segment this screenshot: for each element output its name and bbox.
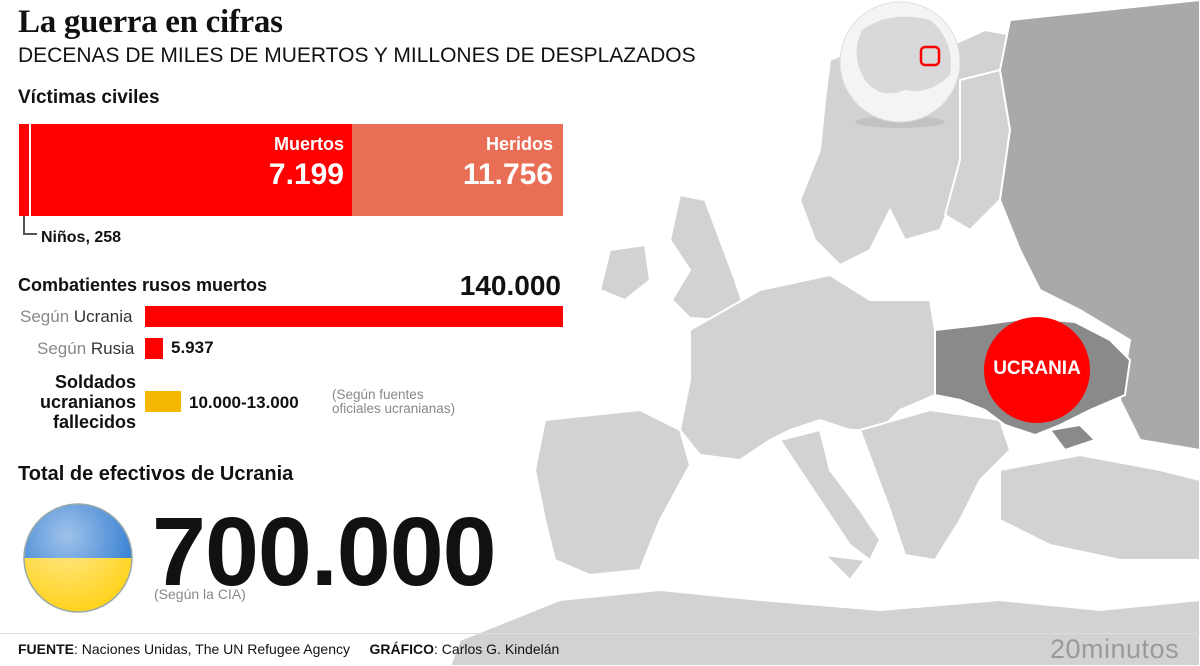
map-crimea [1048,423,1097,452]
ucranianos-value: 10.000-13.000 [189,393,299,412]
efectivos-source: (Según la CIA) [154,586,246,602]
bar-rusos-segun-rusia [145,338,163,359]
rusos-rusia-label: Según Rusia [37,339,135,358]
ninos-leader-line [23,216,37,235]
brand-logo: 20minutos [1050,634,1180,664]
rusos-ucrania-label: Según Ucrania [20,307,133,326]
rusos-rusia-value: 5.937 [171,338,214,357]
bar-heridos [352,124,563,216]
page-title: La guerra en cifras [18,4,283,40]
ninos-label: Niños, 258 [41,229,122,246]
ukraine-highlight-circle [984,317,1090,423]
ukraine-map-label: UCRANIA [993,358,1081,379]
civiles-heading: Víctimas civiles [18,87,160,108]
map-russia [998,0,1200,452]
rusos-heading: Combatientes rusos muertos [18,275,268,295]
efectivos-heading: Total de efectivos de Ucrania [18,463,294,485]
globe-inset [839,1,961,128]
bar-muertos [31,124,352,216]
map-land [448,28,1200,666]
bar-ninos [19,124,29,216]
heridos-value: 11.756 [462,158,553,191]
ucranianos-note: (Según fuentes oficiales ucranianas) [332,387,456,416]
page-subtitle: DECENAS DE MILES DE MUERTOS Y MILLONES D… [18,44,696,67]
bar-rusos-segun-ucrania [145,306,563,327]
ukraine-flag-icon [23,503,133,613]
muertos-value: 7.199 [268,158,344,191]
heridos-label: Heridos [485,134,553,154]
bar-soldados-ucranianos [145,391,181,412]
footer-divider [0,633,1200,634]
efectivos-value: 700.000 [152,497,497,606]
rusos-ucrania-value: 140.000 [459,270,561,301]
footer-credits: FUENTE: Naciones Unidas, The UN Refugee … [18,641,560,657]
muertos-label: Muertos [273,134,344,154]
ucranianos-label: Soldados ucranianos fallecidos [39,372,136,432]
